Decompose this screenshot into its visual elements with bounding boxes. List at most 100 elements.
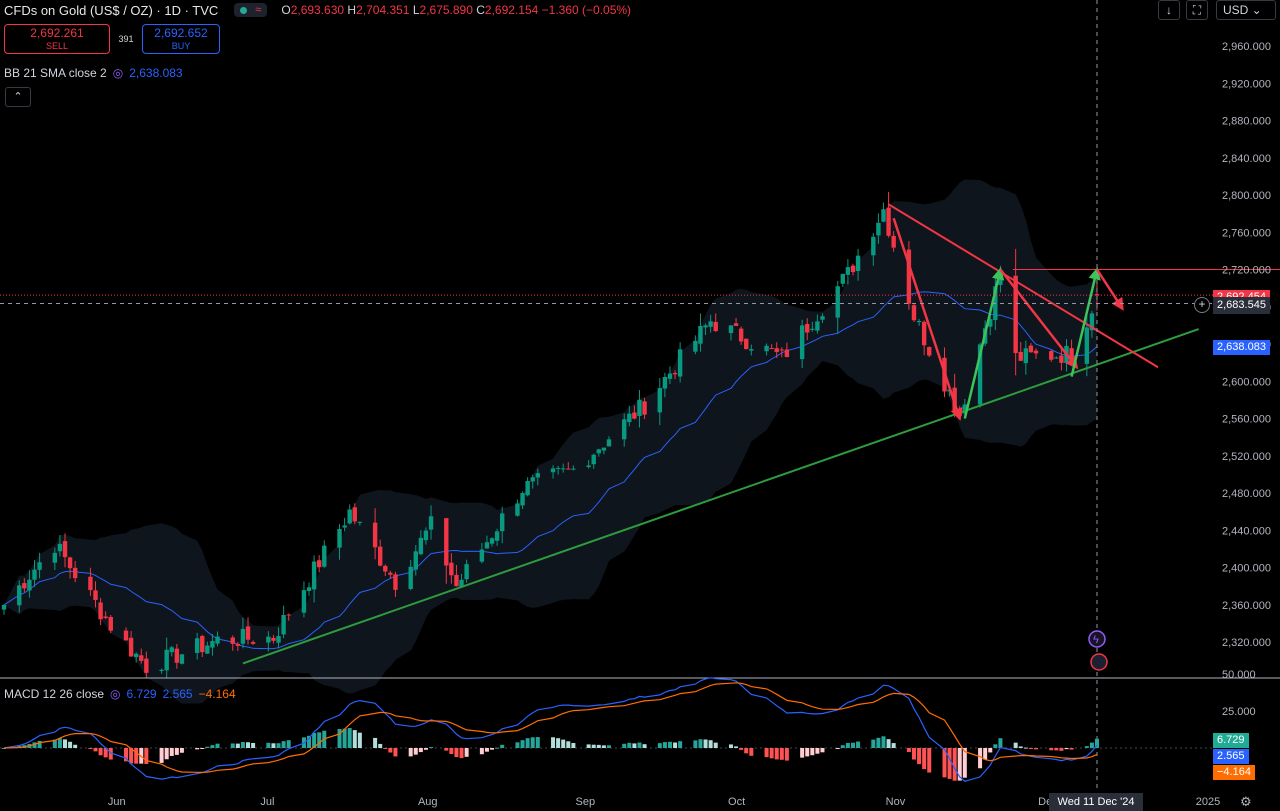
histogram-bar: [927, 748, 932, 773]
histogram-bar: [88, 748, 93, 749]
candle: [820, 313, 825, 324]
signal-value: 2.565: [162, 687, 193, 701]
candle-body: [372, 522, 378, 548]
candle: [871, 232, 876, 266]
candle-body: [215, 636, 220, 644]
candle: [500, 506, 505, 544]
histogram-bar: [1089, 742, 1094, 748]
histogram-bar: [769, 748, 774, 759]
symbol-title[interactable]: CFDs on Gold (US$ / OZ) · 1D · TVC: [4, 2, 219, 18]
histogram-bar: [988, 748, 993, 753]
candle: [245, 617, 251, 645]
histogram-bar: [805, 748, 810, 757]
histogram-bar: [444, 748, 449, 751]
candle-body: [1094, 294, 1100, 296]
histogram-bar: [556, 738, 561, 748]
candle-body: [98, 602, 103, 620]
bb-legend[interactable]: BB 21 SMA close 2 ◎ 2,638.083: [4, 66, 183, 80]
add-crosshair-icon[interactable]: +: [1194, 297, 1210, 313]
histogram-bar: [551, 737, 556, 748]
candle: [347, 504, 352, 525]
histogram-bar: [708, 740, 713, 748]
histogram-bar: [246, 742, 251, 748]
histogram-bar: [266, 742, 271, 748]
buy-button[interactable]: 2,692.652 BUY: [142, 24, 220, 54]
buy-label: BUY: [171, 41, 191, 51]
candle: [22, 578, 27, 593]
candle-body: [835, 286, 840, 318]
histogram-bar: [535, 737, 540, 748]
histogram-bar: [774, 748, 779, 760]
histogram-bar: [383, 748, 388, 749]
histogram-bar: [515, 742, 520, 748]
high-value: 2,704.351: [356, 3, 410, 17]
histogram-bar: [596, 744, 601, 748]
collapse-legend-button[interactable]: ⌃: [5, 87, 31, 107]
candle-body: [144, 658, 149, 673]
candle-body: [916, 320, 922, 323]
histogram-bar: [891, 743, 896, 748]
candle: [601, 447, 607, 455]
symbol-header: CFDs on Gold (US$ / OZ) · 1D · TVC ≈ O2,…: [4, 1, 631, 19]
settings-icon[interactable]: ⚙: [1240, 794, 1252, 809]
macd-legend[interactable]: MACD 12 26 close ◎ 6.729 2.565 −4.164: [4, 687, 236, 701]
candle-body: [769, 348, 774, 350]
candle-body: [850, 265, 856, 273]
candle-body: [32, 569, 37, 580]
histogram-bar: [271, 743, 276, 748]
candle-body: [1049, 351, 1054, 360]
candle-body: [459, 579, 464, 588]
market-status[interactable]: ≈: [234, 3, 268, 17]
candle-body: [906, 249, 912, 304]
sell-button[interactable]: 2,692.261 SELL: [4, 24, 110, 54]
histogram-bar: [642, 744, 647, 748]
change-value: −1.360 (−0.05%): [541, 3, 632, 17]
currency-select[interactable]: USD ⌄: [1216, 0, 1276, 20]
candle: [459, 573, 464, 588]
histogram-bar: [215, 743, 220, 748]
candle: [27, 570, 32, 598]
close-key: C: [476, 3, 485, 17]
histogram-bar: [251, 742, 256, 748]
candle-body: [515, 503, 520, 516]
candle: [215, 631, 220, 647]
bb-basis-line: [3, 291, 1098, 650]
download-arrow-button[interactable]: ↓: [1158, 0, 1180, 20]
histogram-bar: [728, 744, 733, 748]
candle: [139, 648, 144, 664]
candle: [377, 539, 383, 567]
candle-body: [627, 413, 632, 423]
candle-body: [677, 349, 683, 377]
macd-line: [3, 677, 1098, 782]
visibility-icon[interactable]: ◎: [110, 687, 121, 701]
visibility-icon[interactable]: ◎: [112, 66, 124, 80]
candle: [698, 313, 703, 352]
candle: [622, 413, 627, 447]
histogram-bar: [713, 742, 718, 748]
candle-body: [667, 373, 673, 379]
candle: [555, 465, 561, 475]
candle-body: [347, 509, 352, 524]
price-axis-label: 2,560.000: [1222, 414, 1271, 426]
candle-body: [286, 614, 291, 616]
histogram-bar: [342, 728, 347, 748]
screenshot-button[interactable]: ⛶: [1186, 0, 1208, 20]
macd-value: 6.729: [126, 687, 157, 701]
candle-body: [17, 585, 22, 606]
candle-body: [22, 583, 27, 589]
candle-body: [128, 637, 134, 657]
candle-body: [316, 560, 322, 568]
candle: [286, 613, 291, 621]
histogram-bar: [917, 748, 922, 765]
candle-body: [591, 454, 596, 465]
histogram-bar: [601, 745, 606, 748]
candle-body: [596, 449, 601, 454]
candle: [779, 347, 785, 358]
candle-body: [1059, 355, 1064, 363]
candle: [703, 323, 708, 336]
histogram-bar: [134, 748, 139, 764]
histogram-bar: [281, 741, 286, 748]
histogram-bar: [993, 744, 998, 748]
candle-body: [383, 565, 388, 572]
